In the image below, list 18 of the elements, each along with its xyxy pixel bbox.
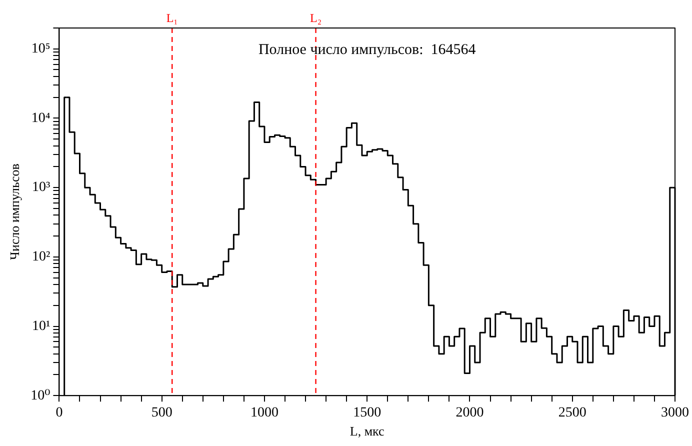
x-tick-label: 1500 — [353, 406, 382, 421]
y-axis-title: Число импульсов — [7, 164, 22, 260]
x-axis-title: L, мкс — [350, 424, 385, 439]
x-tick-label: 0 — [56, 406, 63, 421]
y-tick-label: 10⁵ — [31, 42, 50, 57]
x-tick-label: 1000 — [250, 406, 278, 421]
y-tick-label: 10⁴ — [31, 110, 50, 126]
y-tick-label: 10⁰ — [30, 388, 51, 404]
y-tick-label: 10³ — [32, 180, 50, 196]
x-tick-label: 2000 — [456, 406, 484, 421]
x-tick-label: 500 — [151, 406, 172, 421]
annotation: Полное число импульсов: 164564 — [258, 42, 476, 58]
ref-line-label: L₂ — [310, 11, 322, 26]
x-tick-label: 2500 — [558, 406, 586, 421]
ref-line-label: L₁ — [166, 11, 178, 26]
y-tick-label: 10² — [32, 250, 50, 265]
x-tick-label: 3000 — [661, 406, 689, 421]
y-tick-label: 10¹ — [32, 318, 50, 334]
